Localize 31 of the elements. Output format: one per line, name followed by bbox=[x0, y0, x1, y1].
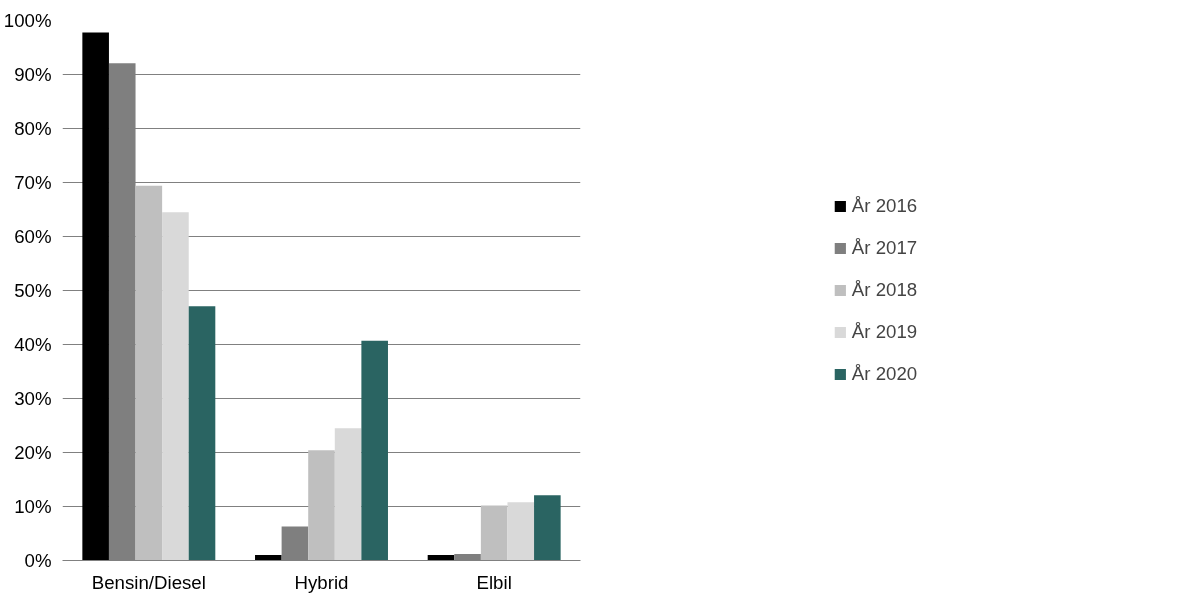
y-tick-label: 10% bbox=[14, 496, 52, 517]
bar bbox=[480, 505, 508, 561]
legend-label: År 2019 bbox=[851, 321, 918, 343]
y-tick-label: 90% bbox=[14, 64, 52, 85]
y-tick-label: 50% bbox=[14, 280, 52, 301]
x-tick-label: Bensin/Diesel bbox=[91, 571, 206, 593]
bar bbox=[361, 340, 388, 561]
x-tick-label: Hybrid bbox=[294, 571, 349, 593]
bar bbox=[135, 185, 163, 561]
y-tick-label: 100% bbox=[3, 10, 52, 31]
legend-label: År 2020 bbox=[851, 363, 918, 385]
bar bbox=[82, 32, 109, 561]
bar bbox=[162, 212, 189, 561]
y-tick-label: 30% bbox=[14, 388, 52, 409]
legend-label: År 2018 bbox=[851, 279, 918, 301]
bar bbox=[255, 555, 282, 561]
bar bbox=[188, 306, 216, 561]
y-tick-label: 60% bbox=[14, 226, 52, 247]
bar bbox=[534, 495, 561, 561]
bar bbox=[427, 555, 455, 561]
legend-label: År 2017 bbox=[851, 237, 918, 259]
y-tick-label: 0% bbox=[24, 550, 52, 571]
y-tick-label: 20% bbox=[14, 442, 52, 463]
bar bbox=[334, 428, 362, 561]
bar bbox=[507, 502, 535, 561]
x-tick-label: Elbil bbox=[476, 571, 512, 593]
y-tick-label: 70% bbox=[14, 172, 52, 193]
y-tick-label: 80% bbox=[14, 118, 52, 139]
bar bbox=[308, 450, 335, 561]
legend-label: År 2016 bbox=[851, 195, 918, 217]
y-tick-label: 40% bbox=[14, 334, 52, 355]
